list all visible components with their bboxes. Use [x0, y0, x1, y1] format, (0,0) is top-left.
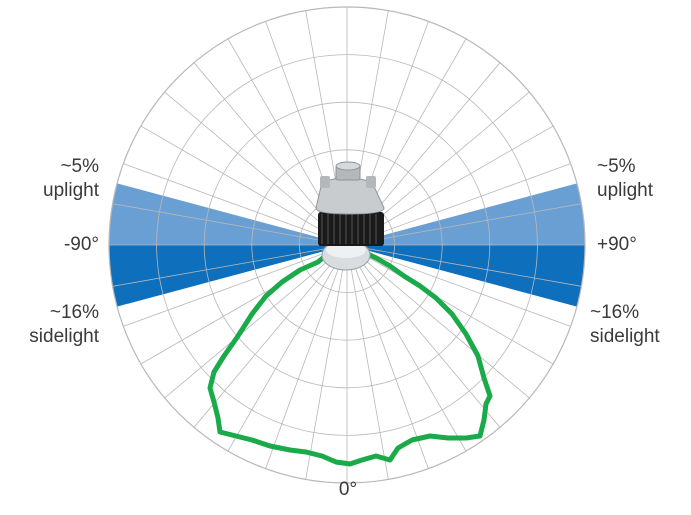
grid-spoke: [123, 244, 348, 327]
angle-pos90-label: +90°: [597, 234, 637, 255]
sidelight-percent-right: ~16%: [590, 302, 640, 323]
grid-spoke: [265, 244, 348, 469]
grid-spoke: [346, 244, 582, 287]
grid-spoke: [140, 125, 348, 246]
grid-spoke: [346, 203, 582, 246]
sidelight-percent-left: ~16%: [49, 302, 99, 323]
grid-spoke: [346, 163, 571, 246]
high-bay-led-fixture-icon: [315, 161, 385, 271]
grid-spoke: [346, 244, 501, 428]
uplight-label-left: ~5% uplight: [43, 155, 99, 203]
grid-spoke: [346, 244, 530, 399]
sidelight-band-right: [347, 245, 585, 307]
uplight-word-right: uplight: [597, 180, 653, 201]
uplight-label-right: ~5% uplight: [597, 155, 653, 203]
sidelight-word-right: sidelight: [590, 326, 660, 347]
grid-spoke: [346, 244, 571, 327]
polar-grid: [108, 6, 586, 484]
sidelight-label-right: ~16% sidelight: [590, 301, 660, 349]
grid-spoke: [346, 244, 554, 365]
grid-spoke: [123, 163, 348, 246]
angle-neg90-label: -90°: [63, 234, 99, 255]
grid-spoke: [227, 244, 348, 452]
uplight-band-right: [347, 183, 585, 245]
grid-spoke: [346, 244, 429, 469]
uplight-band-left: [109, 183, 347, 245]
sidelight-band-left: [109, 245, 347, 307]
uplight-word-left: uplight: [43, 180, 99, 201]
grid-spoke: [164, 244, 348, 399]
grid-spoke: [164, 91, 348, 246]
sidelight-label-left: ~16% sidelight: [29, 301, 99, 349]
angle-zero-label: 0°: [338, 479, 358, 500]
uplight-percent-left: ~5%: [60, 156, 99, 177]
grid-spoke: [193, 244, 348, 428]
grid-spoke: [112, 244, 348, 287]
uplight-percent-right: ~5%: [597, 156, 636, 177]
grid-spoke: [346, 244, 467, 452]
grid-spoke: [305, 244, 348, 480]
grid-spoke: [346, 244, 389, 480]
grid-spoke: [112, 203, 348, 246]
sidelight-word-left: sidelight: [29, 326, 99, 347]
light-distribution-curve: [207, 249, 493, 467]
